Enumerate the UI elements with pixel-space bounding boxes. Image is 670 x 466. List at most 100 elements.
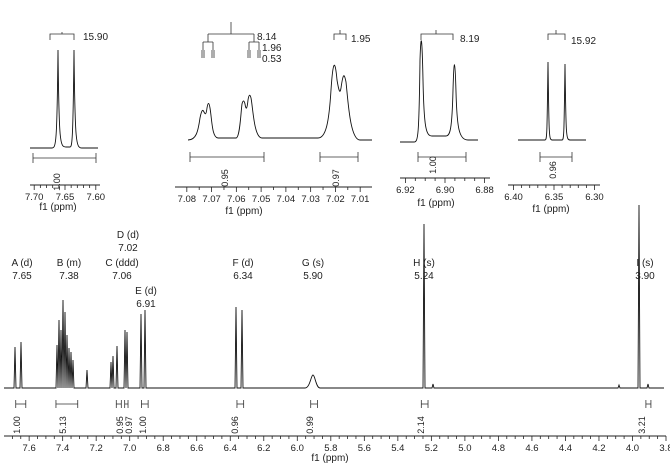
main-tick-label: 6.4	[224, 443, 237, 454]
inset-2-integral-bar-1	[189, 152, 265, 162]
inset-tick-label: 7.06	[227, 194, 246, 205]
integral-value: 0.96	[230, 416, 240, 434]
peak-label: A (d)	[11, 258, 32, 269]
main-x-axis-label: f1 (ppm)	[311, 453, 348, 464]
peak-shift: 6.91	[136, 299, 156, 310]
main-tick-label: 6.8	[157, 443, 170, 454]
inset-tick-label: 7.60	[87, 192, 106, 203]
peak-label: G (s)	[302, 258, 324, 269]
inset-tick-label: 6.30	[585, 192, 604, 203]
inset-4-ticks: 6.40 6.35 6.30	[504, 185, 604, 203]
integral-value: 0.99	[305, 416, 315, 434]
inset-tick-label: 7.07	[202, 194, 221, 205]
inset-tick-label: 6.88	[475, 185, 494, 196]
inset-2-integral-value-2: 0.97	[331, 169, 341, 187]
inset-tick-label: 7.03	[301, 194, 320, 205]
inset-3-coupling: 8.19	[460, 34, 480, 45]
inset-2-coupling-1: 8.14	[257, 32, 277, 43]
inset-4-coupling-tree	[547, 30, 566, 40]
inset-1-trace	[30, 49, 98, 149]
inset-tick-label: 7.65	[56, 192, 75, 203]
inset-3: 1.00 8.19 6.92 6.90 6.88 f1 (ppm)	[396, 30, 494, 209]
inset-4-coupling: 15.92	[571, 36, 596, 47]
inset-1-ticks: 7.70 7.65 7.60	[25, 185, 105, 203]
inset-3-integral-value: 1.00	[428, 156, 438, 174]
peak-shift: 7.06	[112, 271, 132, 282]
inset-3-integral-bar	[417, 152, 467, 162]
peak-shift: 5.24	[414, 271, 434, 282]
inset-2-x-label: f1 (ppm)	[225, 206, 262, 217]
inset-3-x-label: f1 (ppm)	[417, 198, 454, 209]
integral-value: 0.97	[124, 416, 134, 434]
integral-value: 5.13	[58, 416, 68, 434]
inset-tick-label: 6.92	[396, 185, 415, 196]
main-tick-label: 4.6	[525, 443, 538, 454]
integral-value: 2.14	[416, 416, 426, 434]
peak-shift: 5.90	[303, 271, 323, 282]
inset-4-integral-value: 0.96	[548, 161, 558, 179]
main-tick-label: 6.6	[190, 443, 203, 454]
main-tick-label: 5.0	[458, 443, 471, 454]
inset-1-integral-value: 1.00	[52, 173, 62, 191]
inset-2-coupling-4: 1.95	[351, 34, 371, 45]
main-tick-label: 6.2	[257, 443, 270, 454]
main-tick-label: 5.2	[425, 443, 438, 454]
inset-2: 0.95 0.97 8.14 1.96 0.53 1.95 7.08 7.07 7.…	[175, 22, 372, 217]
peak-label: F (d)	[232, 258, 253, 269]
inset-tick-label: 6.90	[436, 185, 455, 196]
inset-tick-label: 7.08	[178, 194, 197, 205]
inset-tick-label: 7.02	[326, 194, 345, 205]
main-tick-label: 4.2	[592, 443, 605, 454]
inset-2-coupling-2: 1.96	[262, 43, 282, 54]
integral-value: 0.95	[115, 416, 125, 434]
main-tick-label: 5.8	[324, 443, 337, 454]
inset-2-coupling-tree	[201, 22, 261, 58]
peak-label: E (d)	[135, 286, 157, 297]
inset-2-coupling-3: 0.53	[262, 54, 282, 65]
main-tick-label: 7.4	[56, 443, 69, 454]
main-tick-label: 7.2	[90, 443, 103, 454]
inset-1-integral-bar	[32, 153, 97, 163]
peak-label: D (d)	[117, 230, 139, 241]
integral-value: 1.00	[138, 416, 148, 434]
inset-3-coupling-tree	[420, 30, 454, 40]
inset-1-coupling-tree	[49, 32, 75, 40]
main-tick-label: 4.0	[626, 443, 639, 454]
peak-label: H (s)	[413, 258, 435, 269]
inset-1: 1.00 15.90 7.70 7.65 7.60 f1 (ppm)	[25, 32, 108, 213]
main-tick-label: 7.0	[123, 443, 136, 454]
inset-tick-label: 7.05	[252, 194, 271, 205]
inset-1-coupling: 15.90	[83, 32, 108, 43]
inset-4: 0.96 15.92 6.40 6.35 6.30 f1 (ppm)	[504, 30, 604, 215]
peak-shift: 7.65	[12, 271, 32, 282]
main-tick-label: 7.6	[23, 443, 36, 454]
main-tick-label: 4.8	[492, 443, 505, 454]
inset-2-ticks: 7.08 7.07 7.06 7.05 7.04 7.03 7.02 7.01	[178, 187, 370, 205]
inset-tick-label: 7.04	[277, 194, 296, 205]
main-spectrum-trace	[4, 204, 664, 389]
main-peak-labels: A (d) 7.65 B (m) 7.38 C (ddd) 7.06 D (d) 7.02 E …	[11, 230, 655, 310]
inset-2-integral-value-1: 0.95	[220, 169, 230, 187]
peak-label: C (ddd)	[105, 258, 138, 269]
inset-3-ticks: 6.92 6.90 6.88	[396, 178, 494, 196]
inset-tick-label: 6.35	[545, 192, 564, 203]
inset-3-trace	[400, 40, 478, 143]
inset-tick-label: 7.70	[25, 192, 44, 203]
peak-shift: 3.90	[635, 271, 655, 282]
main-tick-label: 3.8	[659, 443, 670, 454]
peak-label: I (s)	[636, 258, 653, 269]
inset-tick-label: 6.40	[504, 192, 523, 203]
main-x-ticks: 7.6 7.4 7.2 7.0 6.8 6.6 6.4 6.2 6.0 5.8 5.6 5.4 5.2 5…	[11, 436, 670, 454]
integral-value: 3.21	[637, 416, 647, 434]
peak-shift: 7.02	[118, 243, 138, 254]
main-tick-label: 4.4	[559, 443, 572, 454]
main-integral-group: 1.00 5.13 0.95 0.97 1.00 0.96 0.99 2.14 3.21	[12, 400, 652, 434]
main-tick-label: 5.6	[358, 443, 371, 454]
main-spectrum: 1.00 5.13 0.95 0.97 1.00 0.96 0.99 2.14 3.21 7.6…	[4, 204, 670, 464]
inset-2-trace	[187, 65, 372, 141]
main-tick-label: 6.0	[291, 443, 304, 454]
peak-label: B (m)	[57, 258, 81, 269]
inset-4-integral-bar	[539, 152, 573, 162]
inset-tick-label: 7.01	[351, 194, 370, 205]
